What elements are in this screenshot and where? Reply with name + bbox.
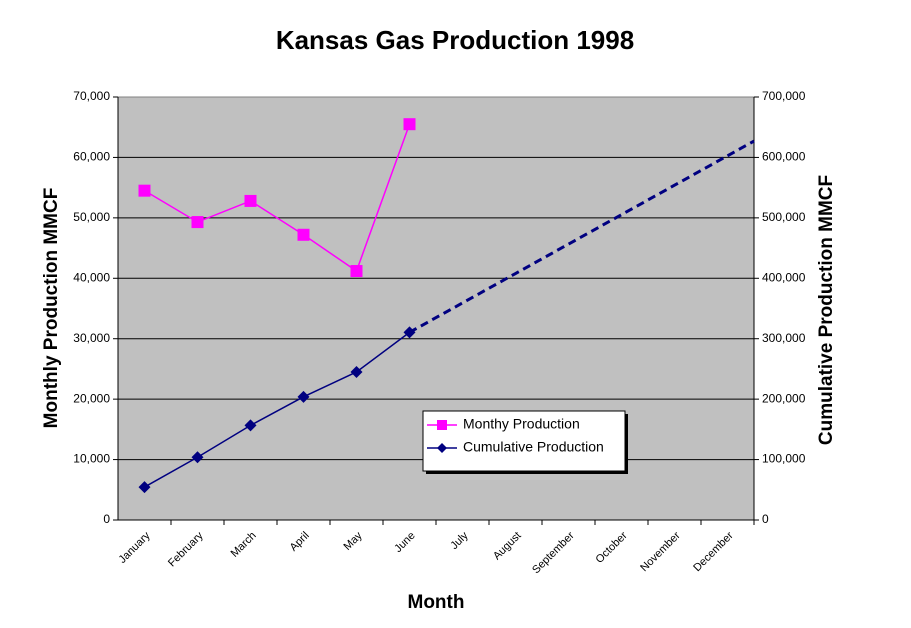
x-tick-label: February bbox=[166, 529, 206, 569]
y2-tick-label: 500,000 bbox=[762, 210, 806, 224]
y2-axis-title: Cumulative Production MMCF bbox=[816, 175, 837, 445]
x-tick-label: June bbox=[392, 530, 417, 555]
x-tick-label: January bbox=[117, 529, 154, 566]
y-axis-title: Monthly Production MMCF bbox=[41, 188, 62, 429]
y2-tick-label: 600,000 bbox=[762, 150, 806, 164]
x-tick-label: October bbox=[594, 529, 630, 565]
x-tick-label: August bbox=[491, 530, 524, 563]
x-tick-label: November bbox=[638, 529, 683, 574]
y-tick-label: 10,000 bbox=[73, 452, 110, 466]
y-tick-label: 50,000 bbox=[73, 210, 110, 224]
y2-tick-label: 200,000 bbox=[762, 391, 806, 405]
marker bbox=[191, 216, 204, 229]
y2-tick-label: 0 bbox=[762, 512, 769, 526]
y2-tick-label: 300,000 bbox=[762, 331, 806, 345]
x-tick-label: July bbox=[448, 529, 471, 552]
marker bbox=[138, 184, 151, 197]
marker bbox=[244, 419, 257, 432]
series-line-extension bbox=[726, 139, 755, 158]
marker bbox=[191, 451, 204, 464]
legend-marker bbox=[437, 420, 447, 430]
legend-marker bbox=[437, 443, 447, 453]
marker bbox=[403, 118, 416, 131]
x-tick-label: September bbox=[530, 529, 577, 576]
y2-tick-label: 700,000 bbox=[762, 89, 806, 103]
legend-label: Cumulative Production bbox=[463, 439, 604, 455]
x-tick-label: December bbox=[691, 529, 736, 574]
x-tick-label: March bbox=[229, 530, 259, 560]
x-tick-label: April bbox=[288, 530, 312, 554]
y-tick-label: 0 bbox=[103, 512, 110, 526]
marker bbox=[244, 194, 257, 207]
series-line bbox=[408, 154, 729, 334]
legend: Monthy Production Cumulative Production bbox=[422, 410, 628, 474]
y-tick-label: 60,000 bbox=[73, 150, 110, 164]
x-axis-title: Month bbox=[408, 592, 465, 613]
y-tick-label: 30,000 bbox=[73, 331, 110, 345]
x-tick-label: May bbox=[341, 529, 365, 553]
marker bbox=[297, 390, 310, 403]
marker bbox=[297, 228, 310, 241]
chart-title: Kansas Gas Production 1998 bbox=[276, 25, 634, 55]
y2-tick-label: 400,000 bbox=[762, 270, 806, 284]
series-line bbox=[144, 331, 410, 488]
y-tick-label: 40,000 bbox=[73, 270, 110, 284]
y2-tick-label: 100,000 bbox=[762, 452, 806, 466]
legend-box bbox=[422, 410, 626, 472]
marker bbox=[350, 265, 363, 278]
y-tick-label: 20,000 bbox=[73, 391, 110, 405]
legend-label: Monthy Production bbox=[463, 416, 580, 432]
marker bbox=[138, 481, 151, 494]
y-tick-label: 70,000 bbox=[73, 89, 110, 103]
series-line bbox=[144, 123, 411, 273]
marker bbox=[350, 365, 363, 378]
